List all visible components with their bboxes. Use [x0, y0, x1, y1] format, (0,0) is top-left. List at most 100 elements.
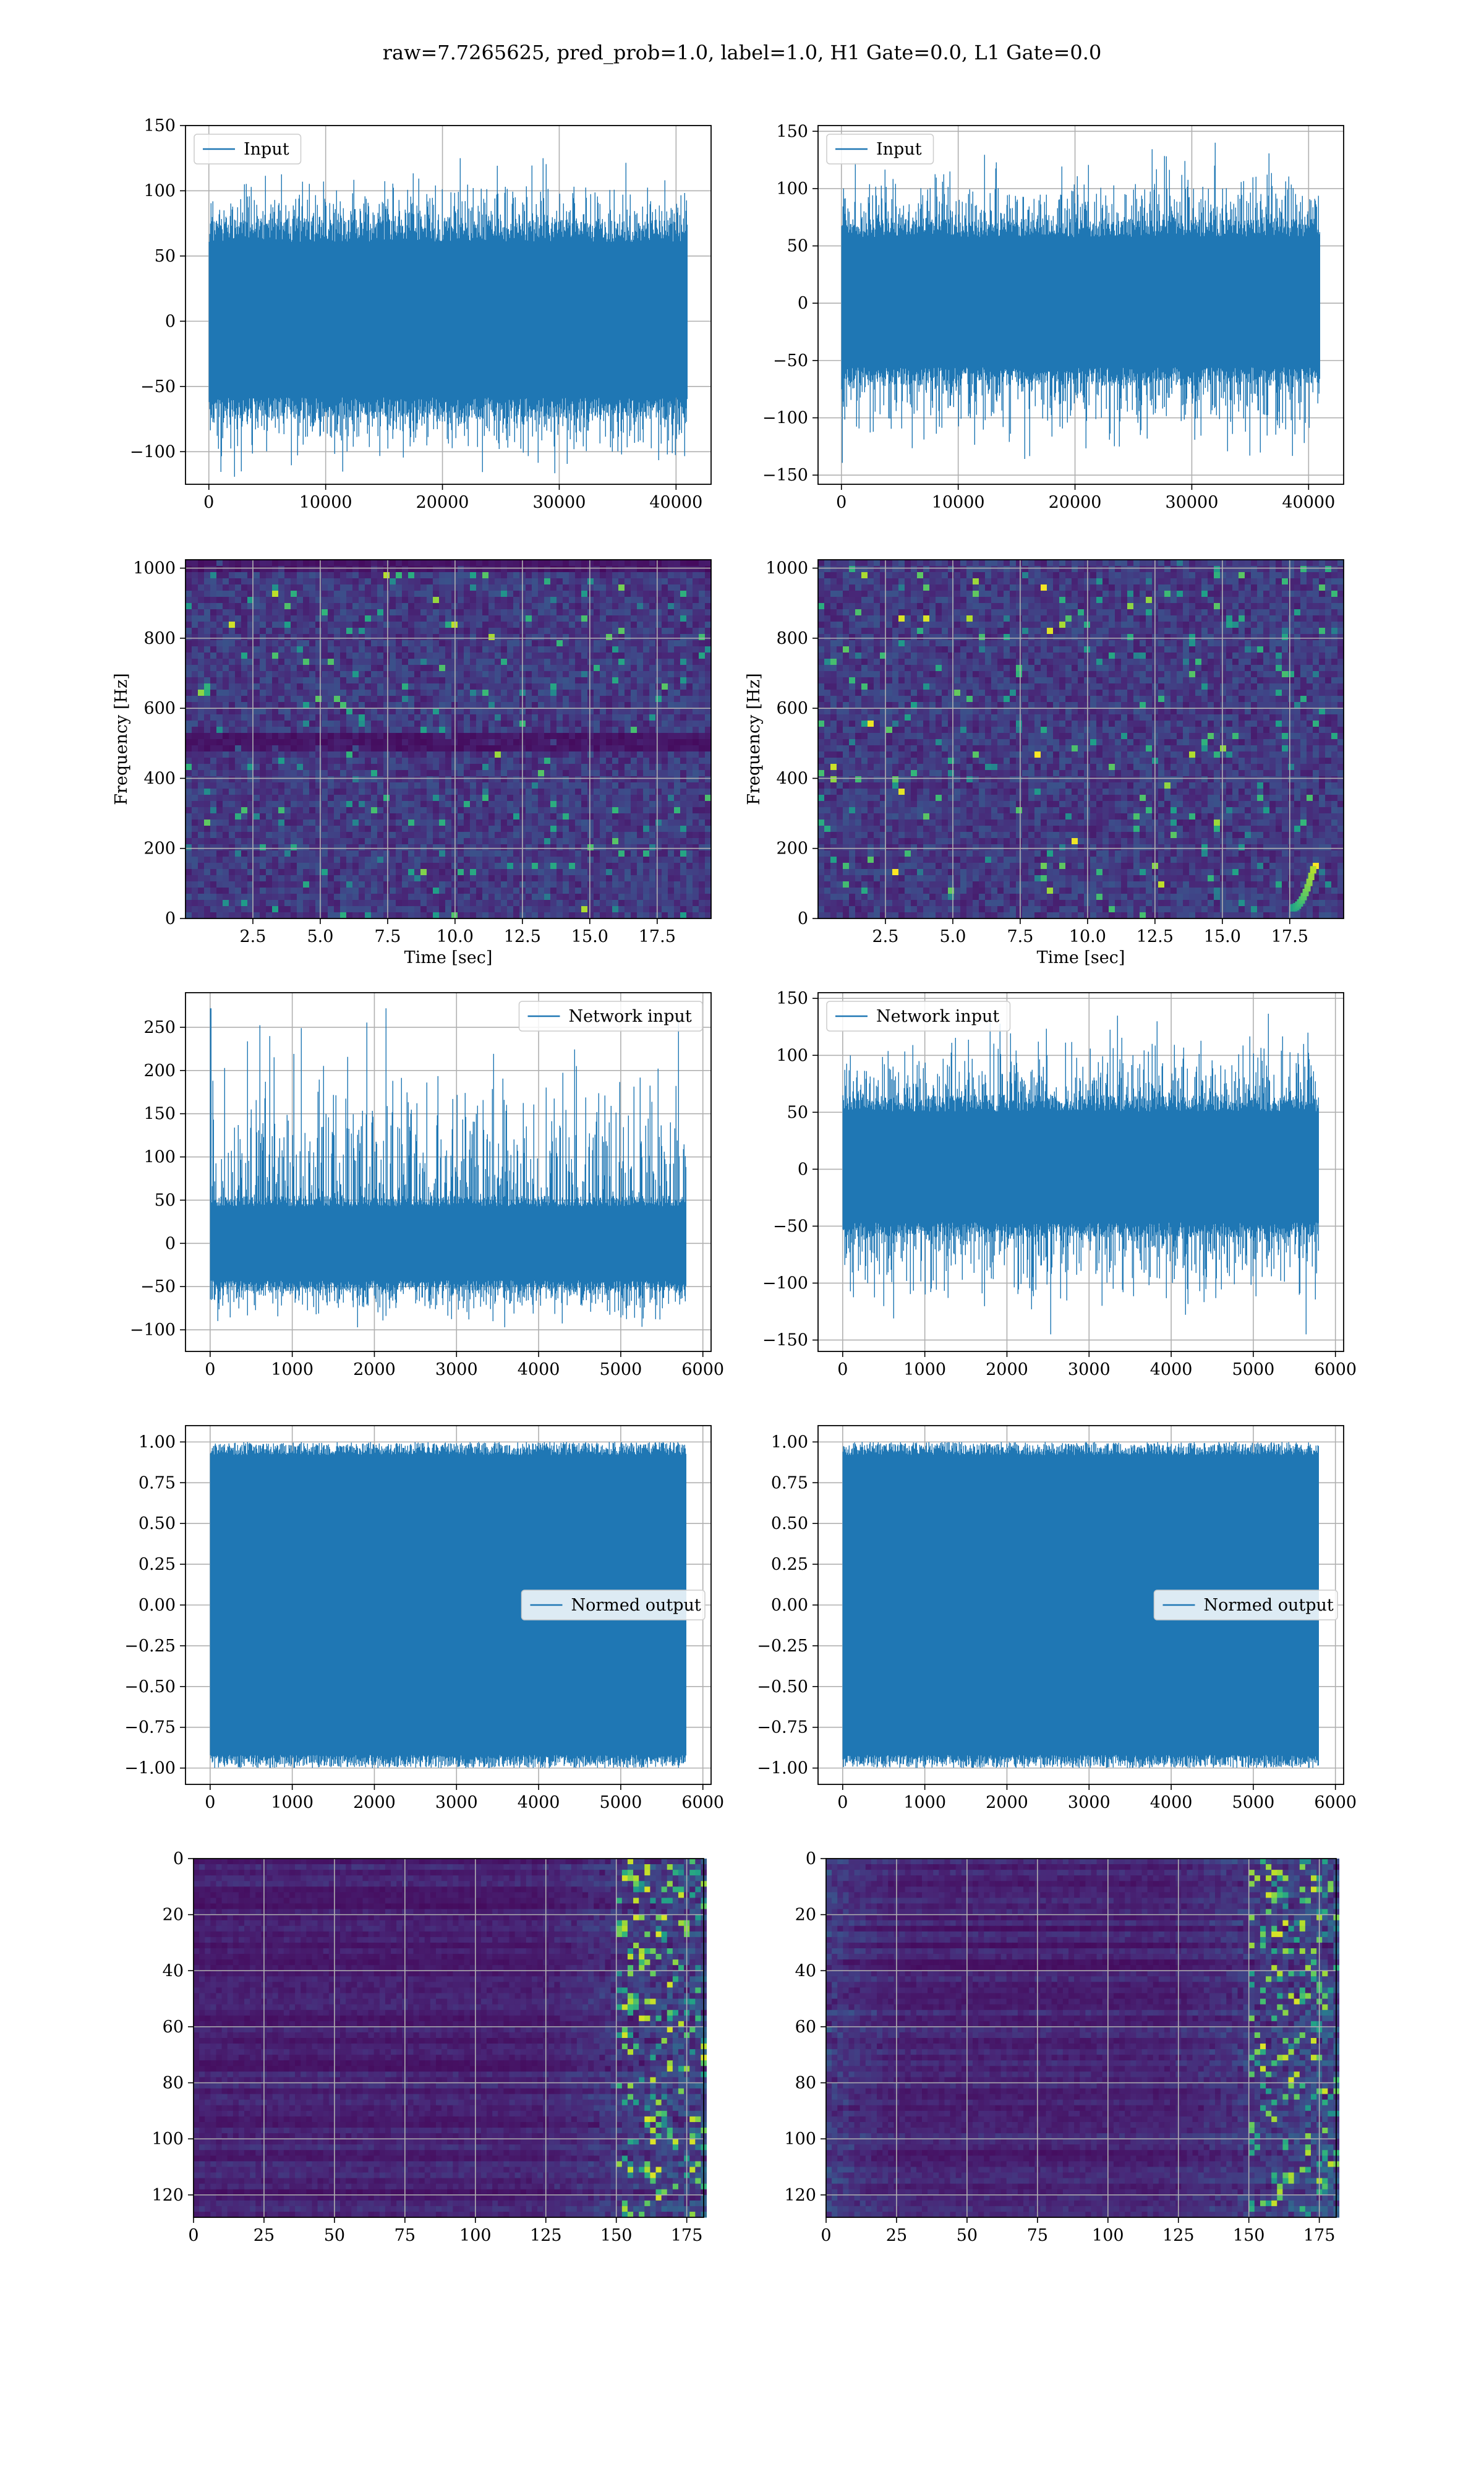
- heatmap-cell: [550, 782, 556, 789]
- heatmap-cell: [260, 764, 266, 770]
- heatmap-cell: [427, 820, 433, 826]
- heatmap-cell: [216, 912, 223, 918]
- heatmap-cell: [340, 634, 346, 640]
- heatmap-cell: [328, 609, 334, 615]
- heatmap-cell: [612, 813, 618, 820]
- heatmap-cell: [408, 584, 414, 591]
- heatmap-cell: [556, 690, 563, 696]
- heatmap-cell: [488, 690, 495, 696]
- heatmap-cell: [488, 838, 495, 844]
- heatmap-cell: [229, 764, 235, 770]
- heatmap-cell: [587, 881, 594, 888]
- heatmap-cell: [322, 900, 328, 906]
- heatmap-cell: [581, 906, 587, 912]
- heatmap-cell: [198, 758, 204, 764]
- heatmap-cell: [260, 881, 266, 888]
- heatmap-cell: [686, 838, 693, 844]
- heatmap-cell: [328, 640, 334, 646]
- heatmap-cell: [668, 857, 674, 863]
- heatmap-cell: [594, 677, 600, 683]
- heatmap-cell: [600, 838, 606, 844]
- heatmap-cell: [186, 764, 192, 770]
- heatmap-cell: [359, 789, 365, 795]
- heatmap-cell: [594, 875, 600, 881]
- heatmap-cell: [550, 807, 556, 813]
- heatmap-cell: [433, 622, 439, 628]
- heatmap-cell: [297, 597, 303, 603]
- heatmap-cell: [637, 813, 643, 820]
- heatmap-cell: [587, 566, 594, 572]
- heatmap-cell: [699, 782, 705, 789]
- heatmap-cell: [631, 733, 637, 739]
- heatmap-cell: [612, 566, 618, 572]
- heatmap-cell: [229, 795, 235, 801]
- heatmap-cell: [625, 894, 631, 900]
- l1-input-chart: 0 10000 20000 30000 40000−150−100−5005010015…: [762, 122, 1344, 512]
- heatmap-cell: [612, 758, 618, 764]
- heatmap-cell: [662, 622, 668, 628]
- heatmap-cell: [408, 850, 414, 857]
- heatmap-cell: [402, 640, 408, 646]
- heatmap-cell: [544, 597, 550, 603]
- heatmap-cell: [544, 584, 550, 591]
- heatmap-cell: [390, 615, 396, 622]
- heatmap-cell: [470, 572, 476, 578]
- heatmap-cell: [662, 727, 668, 733]
- heatmap-cell: [594, 764, 600, 770]
- heatmap-cell: [204, 690, 210, 696]
- heatmap-cell: [235, 615, 241, 622]
- heatmap-cell: [606, 677, 612, 683]
- heatmap-cell: [569, 857, 575, 863]
- heatmap-cell: [606, 690, 612, 696]
- heatmap-cell: [192, 789, 198, 795]
- heatmap-cell: [699, 628, 705, 634]
- heatmap-cell: [241, 708, 247, 714]
- heatmap-cell: [352, 597, 359, 603]
- heatmap-cell: [544, 813, 550, 820]
- heatmap-cell: [247, 857, 254, 863]
- heatmap-cell: [247, 863, 254, 869]
- heatmap-cell: [674, 702, 680, 708]
- heatmap-cell: [383, 801, 390, 807]
- heatmap-cell: [241, 696, 247, 702]
- heatmap-cell: [390, 708, 396, 714]
- heatmap-cell: [371, 690, 377, 696]
- heatmap-cell: [247, 758, 254, 764]
- heatmap-cell: [643, 597, 649, 603]
- heatmap-cell: [340, 591, 346, 597]
- heatmap-cell: [247, 906, 254, 912]
- heatmap-cell: [569, 869, 575, 875]
- heatmap-cell: [705, 566, 711, 572]
- heatmap-cell: [309, 671, 315, 677]
- heatmap-cell: [668, 770, 674, 776]
- heatmap-cell: [693, 906, 699, 912]
- heatmap-cell: [643, 708, 649, 714]
- heatmap-cell: [662, 708, 668, 714]
- heatmap-cell: [322, 832, 328, 838]
- heatmap-cell: [408, 714, 414, 721]
- heatmap-cell: [359, 609, 365, 615]
- heatmap-cell: [433, 745, 439, 751]
- heatmap-cell: [550, 584, 556, 591]
- heatmap-cell: [649, 597, 655, 603]
- heatmap-cell: [581, 912, 587, 918]
- heatmap-cell: [600, 696, 606, 702]
- heatmap-cell: [198, 659, 204, 665]
- heatmap-cell: [427, 714, 433, 721]
- heatmap-cell: [365, 770, 371, 776]
- heatmap-cell: [223, 888, 229, 894]
- heatmap-cell: [322, 782, 328, 789]
- heatmap-cell: [247, 888, 254, 894]
- heatmap-cell: [235, 727, 241, 733]
- heatmap-cell: [513, 745, 519, 751]
- heatmap-cell: [458, 646, 464, 653]
- heatmap-cell: [482, 857, 488, 863]
- heatmap-cell: [352, 696, 359, 702]
- heatmap-cell: [371, 881, 377, 888]
- heatmap-cell: [606, 758, 612, 764]
- heatmap-cell: [198, 832, 204, 838]
- heatmap-cell: [686, 888, 693, 894]
- heatmap-cell: [396, 795, 402, 801]
- heatmap-cell: [686, 875, 693, 881]
- heatmap-cell: [550, 671, 556, 677]
